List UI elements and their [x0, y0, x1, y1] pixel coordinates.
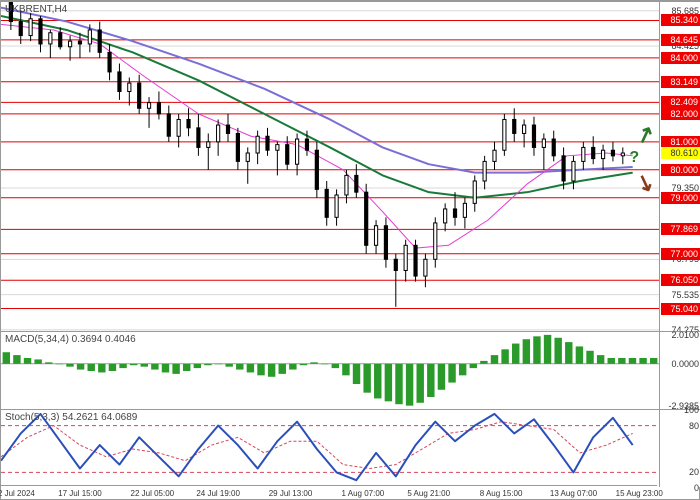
macd-title: MACD(5,34,4) 0.3694 0.4046 — [5, 334, 136, 345]
stoch-title: Stoch(5,3,3) 54.2621 64.0689 — [5, 412, 137, 423]
x-tick: 17 Jul 15:00 — [58, 489, 102, 498]
macd-panel: MACD(5,34,4) 0.3694 0.4046 2.01000.0000-… — [1, 331, 700, 409]
x-tick: 24 Jul 19:00 — [196, 489, 240, 498]
x-tick: 5 Aug 21:00 — [407, 489, 450, 498]
x-axis: 12 Jul 2024 17 Jul 15:00 22 Jul 05:00 24 Ju… — [1, 485, 657, 499]
x-tick: 8 Aug 15:00 — [480, 489, 523, 498]
chart-container: UKBRENT,H4 85.68584.42579.35076.79575.53… — [0, 0, 700, 500]
price-y-axis: 85.68584.42579.35076.79575.53574.27585.3… — [659, 2, 700, 331]
stoch-y-axis: 10080200 — [659, 410, 700, 487]
x-tick: 12 Jul 2024 — [0, 489, 35, 498]
x-tick: 22 Jul 05:00 — [131, 489, 175, 498]
x-tick: 15 Aug 23:00 — [616, 489, 663, 498]
macd-y-axis: 2.01000.0000-2.9385 — [659, 332, 700, 409]
stoch-panel: Stoch(5,3,3) 54.2621 64.0689 10080200 — [1, 409, 700, 487]
price-plot — [1, 2, 659, 332]
x-tick: 1 Aug 07:00 — [342, 489, 385, 498]
price-title: UKBRENT,H4 — [5, 4, 67, 15]
price-panel: UKBRENT,H4 85.68584.42579.35076.79575.53… — [1, 1, 700, 331]
x-tick: 13 Aug 07:00 — [550, 489, 597, 498]
x-tick: 29 Jul 13:00 — [269, 489, 313, 498]
question-mark-icon: ? — [629, 149, 639, 167]
